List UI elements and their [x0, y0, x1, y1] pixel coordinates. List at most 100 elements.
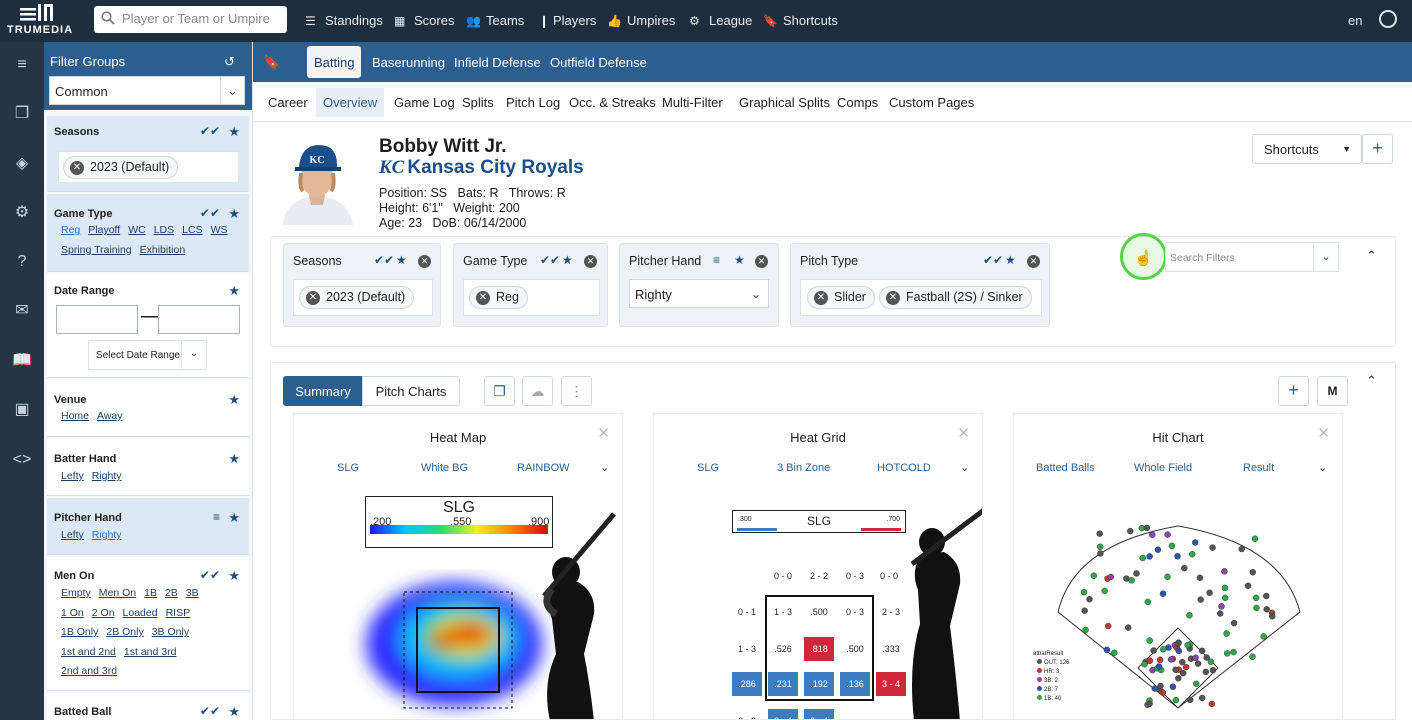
subnav-multi-filter[interactable]: Multi-Filter [662, 95, 723, 110]
tab-batting[interactable]: Batting [307, 46, 362, 78]
filter-group-select[interactable]: Common ⌄ [49, 76, 245, 105]
men-on-loaded[interactable]: Loaded [122, 606, 158, 619]
close-icon[interactable]: ✕ [957, 425, 970, 442]
nav-scores[interactable]: ▦ Scores [394, 13, 454, 28]
nav-league[interactable]: ⚙ League [689, 13, 752, 28]
pitcher-hand-righty[interactable]: Righty [91, 529, 122, 541]
filter-chip[interactable]: ✕ Fastball (2S) / Sinker [879, 286, 1032, 309]
game-type-playoff[interactable]: Playoff [88, 224, 121, 236]
remove-filter-icon[interactable]: ✕ [1027, 255, 1040, 268]
star-icon[interactable]: ★ [228, 510, 240, 525]
subnav-pitch-log[interactable]: Pitch Log [506, 95, 561, 110]
search-filters-input[interactable]: Search Filters ⌄ [1165, 242, 1339, 272]
nav-umpires[interactable]: 👍 Umpires [607, 13, 675, 28]
remove-icon[interactable]: ✕ [886, 291, 900, 305]
double-check-icon[interactable]: ✔✔ [199, 704, 220, 718]
game-type-ws[interactable]: WS [210, 224, 228, 236]
gear-icon[interactable]: ⚙ [14, 204, 30, 221]
tab-outfield-defense[interactable]: Outfield Defense [550, 55, 647, 70]
pitcher-hand-lefty[interactable]: Lefty [61, 529, 84, 541]
men-on-1st-3rd[interactable]: 1st and 3rd [123, 645, 177, 658]
heat-map-stat-option[interactable]: SLG [337, 462, 360, 474]
men-on-1b[interactable]: 1B [144, 587, 157, 599]
reset-icon[interactable]: ↺ [224, 54, 235, 69]
game-type-exhibition[interactable]: Exhibition [139, 243, 186, 256]
star-icon[interactable]: ★ [734, 253, 745, 267]
star-icon[interactable]: ★ [562, 253, 573, 267]
tab-baserunning[interactable]: Baserunning [372, 55, 445, 70]
add-chart-button[interactable]: + [1278, 376, 1309, 406]
copy-page-icon[interactable]: ❐ [484, 376, 515, 406]
nav-shortcuts[interactable]: 🔖 Shortcuts [763, 13, 838, 28]
men-on-men-on[interactable]: Men On [98, 587, 137, 599]
season-chip[interactable]: ✕ 2023 (Default) [63, 156, 179, 179]
account-icon[interactable] [1379, 10, 1397, 28]
player-team[interactable]: KC Kansas City Royals [379, 157, 584, 179]
star-icon[interactable]: ★ [228, 206, 240, 221]
shortcuts-dropdown[interactable]: Shortcuts ▼ [1252, 134, 1362, 164]
double-check-icon[interactable]: ✔✔ [540, 253, 561, 267]
game-type-lds[interactable]: LDS [153, 224, 175, 236]
double-check-icon[interactable]: ✔✔ [199, 124, 220, 138]
code-icon[interactable]: <> [12, 451, 32, 468]
men-on-2-on[interactable]: 2 On [91, 606, 115, 619]
remove-filter-icon[interactable]: ✕ [755, 255, 768, 268]
subnav-comps[interactable]: Comps [837, 95, 879, 110]
men-on-empty[interactable]: Empty [61, 587, 91, 599]
game-type-wc[interactable]: WC [128, 224, 146, 236]
men-on-2b-only[interactable]: 2B Only [106, 626, 144, 638]
filter-chip[interactable]: ✕ 2023 (Default) [299, 286, 415, 309]
chevron-down-icon[interactable]: ⌄ [960, 462, 970, 474]
game-type-spring[interactable]: Spring Training [61, 243, 132, 256]
men-on-1st-2nd[interactable]: 1st and 2nd [61, 645, 116, 658]
double-check-icon[interactable]: ✔✔ [199, 206, 220, 220]
subnav-custom-pages[interactable]: Custom Pages [889, 95, 975, 110]
images-icon[interactable]: ▣ [14, 401, 30, 418]
men-on-risp[interactable]: RISP [165, 606, 191, 619]
star-icon[interactable]: ★ [228, 392, 240, 407]
double-check-icon[interactable]: ✔✔ [983, 253, 1004, 267]
star-icon[interactable]: ★ [228, 283, 240, 298]
remove-icon[interactable]: ✕ [70, 161, 84, 175]
seasons-chip-box[interactable]: ✕ 2023 (Default) [58, 151, 239, 183]
heat-map-palette-option[interactable]: RAINBOW [517, 462, 570, 474]
help-icon[interactable]: ? [17, 253, 27, 270]
date-start-input[interactable] [56, 305, 138, 334]
nav-players[interactable]: ❙ Players [539, 13, 596, 28]
double-check-icon[interactable]: ✔✔ [199, 568, 220, 582]
hit-chart-field-option[interactable]: Whole Field [1134, 462, 1193, 474]
hit-chart-balls-option[interactable]: Batted Balls [1036, 462, 1095, 474]
m-button[interactable]: M [1317, 376, 1348, 406]
men-on-3b-only[interactable]: 3B Only [151, 626, 190, 638]
game-type-lcs[interactable]: LCS [182, 224, 203, 236]
star-icon[interactable]: ★ [228, 124, 240, 139]
heat-map-bg-option[interactable]: White BG [421, 462, 469, 474]
double-check-icon[interactable]: ✔✔ [374, 253, 395, 267]
collapse-summary-icon[interactable]: ⌃ [1366, 373, 1377, 388]
remove-filter-icon[interactable]: ✕ [418, 255, 431, 268]
subnav-graphical-splits[interactable]: Graphical Splits [739, 95, 831, 110]
remove-icon[interactable]: ✕ [306, 291, 320, 305]
more-vertical-icon[interactable]: ⋮ [561, 376, 592, 406]
collapse-filters-icon[interactable]: ⌃ [1366, 248, 1377, 263]
batter-hand-lefty[interactable]: Lefty [61, 470, 84, 482]
subnav-career[interactable]: Career [268, 95, 308, 110]
nav-standings[interactable]: ☰ Standings [305, 13, 383, 28]
layers-icon[interactable]: ◈ [15, 155, 29, 172]
game-type-reg[interactable]: Reg [61, 224, 81, 236]
tab-pitch-charts[interactable]: Pitch Charts [362, 376, 460, 406]
close-icon[interactable]: ✕ [1317, 425, 1330, 442]
men-on-3b[interactable]: 3B [185, 587, 199, 599]
filter-chip-box[interactable]: ✕ 2023 (Default) [293, 279, 433, 316]
global-search-input[interactable]: Player or Team or Umpire [94, 6, 287, 33]
tab-infield-defense[interactable]: Infield Defense [454, 55, 541, 70]
mail-icon[interactable]: ✉ [15, 302, 29, 319]
men-on-1b-only[interactable]: 1B Only [61, 626, 99, 638]
chevron-down-icon[interactable]: ⌄ [600, 462, 610, 474]
remove-icon[interactable]: ✕ [814, 291, 828, 305]
venue-home[interactable]: Home [61, 410, 90, 422]
remove-filter-icon[interactable]: ✕ [584, 255, 597, 268]
heat-grid-palette-option[interactable]: HOTCOLD [877, 462, 931, 474]
remove-icon[interactable]: ✕ [476, 291, 490, 305]
men-on-2nd-3rd[interactable]: 2nd and 3rd [61, 665, 118, 677]
